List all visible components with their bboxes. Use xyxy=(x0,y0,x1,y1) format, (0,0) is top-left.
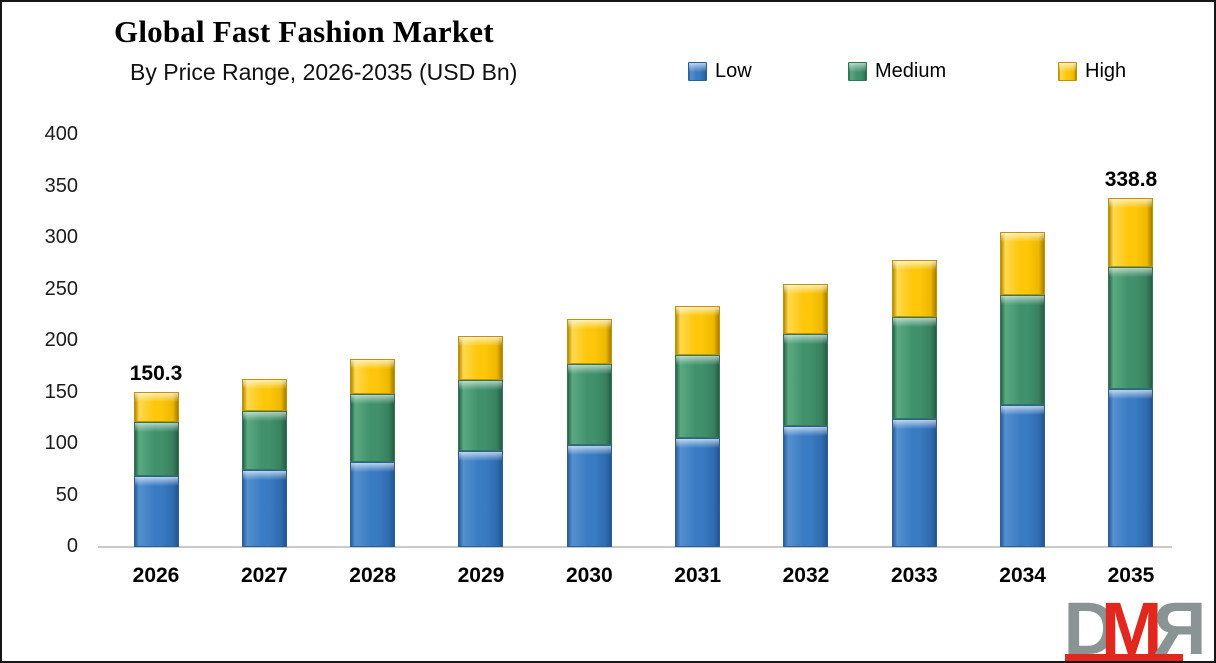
bar-segment-high-2030 xyxy=(566,318,612,365)
x-tick-2027: 2027 xyxy=(240,564,288,587)
bar-segment-medium-2031 xyxy=(675,354,721,438)
bar-segment-medium-2034 xyxy=(1000,295,1046,405)
x-tick-2028: 2028 xyxy=(349,564,397,587)
bar-segment-medium-2035 xyxy=(1108,267,1154,389)
bar-segment-low-2031 xyxy=(675,437,721,547)
bar-segment-high-2035 xyxy=(1108,198,1154,268)
chart-title: Global Fast Fashion Market xyxy=(114,14,494,49)
x-axis-line xyxy=(98,546,1172,548)
legend-swatch-low-icon xyxy=(688,62,707,81)
y-tick-150: 150 xyxy=(44,380,78,403)
y-tick-300: 300 xyxy=(44,226,78,248)
bar-total-label-2035: 338.8 xyxy=(1104,168,1158,192)
x-tick-2030: 2030 xyxy=(565,564,613,587)
bar-segment-low-2033 xyxy=(891,418,937,547)
legend-label-medium: Medium xyxy=(875,60,947,82)
y-tick-250: 250 xyxy=(44,277,78,300)
bar-segment-medium-2026 xyxy=(133,421,179,476)
logo-letter-d: D xyxy=(1063,587,1117,663)
bar-segment-low-2032 xyxy=(783,425,829,547)
bar-segment-high-2027 xyxy=(241,379,287,412)
bar-segment-high-2034 xyxy=(1000,231,1046,296)
chart-subtitle: By Price Range, 2026-2035 (USD Bn) xyxy=(130,59,518,85)
bar-segment-medium-2033 xyxy=(891,316,937,419)
bar-segment-low-2035 xyxy=(1108,388,1154,547)
bar-segment-low-2027 xyxy=(241,469,287,547)
logo-letter-r: R xyxy=(1152,587,1206,663)
x-tick-2029: 2029 xyxy=(457,564,505,587)
bar-segment-medium-2029 xyxy=(458,379,504,452)
bar-segment-low-2034 xyxy=(1000,404,1046,547)
bar-segment-high-2032 xyxy=(783,283,829,335)
y-tick-100: 100 xyxy=(44,432,78,454)
bar-segment-high-2029 xyxy=(458,335,504,380)
bar-segment-low-2026 xyxy=(133,475,179,547)
logo-letter-m: M xyxy=(1100,587,1163,663)
bar-total-label-2026: 150.3 xyxy=(129,362,183,386)
bar-segment-low-2028 xyxy=(350,462,396,547)
y-tick-0: 0 xyxy=(66,535,78,557)
legend-label-high: High xyxy=(1085,60,1127,82)
bar-segment-medium-2027 xyxy=(241,411,287,470)
logo-red-underline xyxy=(1065,654,1184,661)
x-tick-2033: 2033 xyxy=(890,564,938,587)
y-tick-200: 200 xyxy=(44,329,78,351)
y-tick-350: 350 xyxy=(44,174,78,197)
bar-segment-high-2026 xyxy=(133,392,179,422)
y-tick-400: 400 xyxy=(44,123,78,145)
legend-item-low: Low xyxy=(688,60,752,83)
legend-swatch-high-icon xyxy=(1058,62,1077,81)
bar-segment-high-2033 xyxy=(891,259,937,317)
legend-item-high: High xyxy=(1058,60,1126,83)
x-tick-2026: 2026 xyxy=(132,564,180,587)
x-tick-2034: 2034 xyxy=(999,564,1046,587)
bar-segment-medium-2030 xyxy=(566,364,612,446)
bar-segment-medium-2028 xyxy=(350,394,396,462)
x-tick-2032: 2032 xyxy=(782,564,830,587)
bar-segment-low-2030 xyxy=(566,445,612,547)
legend-label-low: Low xyxy=(715,60,752,82)
legend-swatch-medium-icon xyxy=(848,62,867,81)
bar-segment-low-2029 xyxy=(458,451,504,547)
y-tick-50: 50 xyxy=(55,483,78,506)
bar-segment-high-2028 xyxy=(350,358,396,395)
dmr-logo: DMR xyxy=(1063,587,1206,663)
x-tick-2035: 2035 xyxy=(1107,564,1155,587)
bar-segment-high-2031 xyxy=(675,305,721,355)
legend-item-medium: Medium xyxy=(848,60,946,83)
bar-segment-medium-2032 xyxy=(783,334,829,426)
x-tick-2031: 2031 xyxy=(674,564,721,587)
